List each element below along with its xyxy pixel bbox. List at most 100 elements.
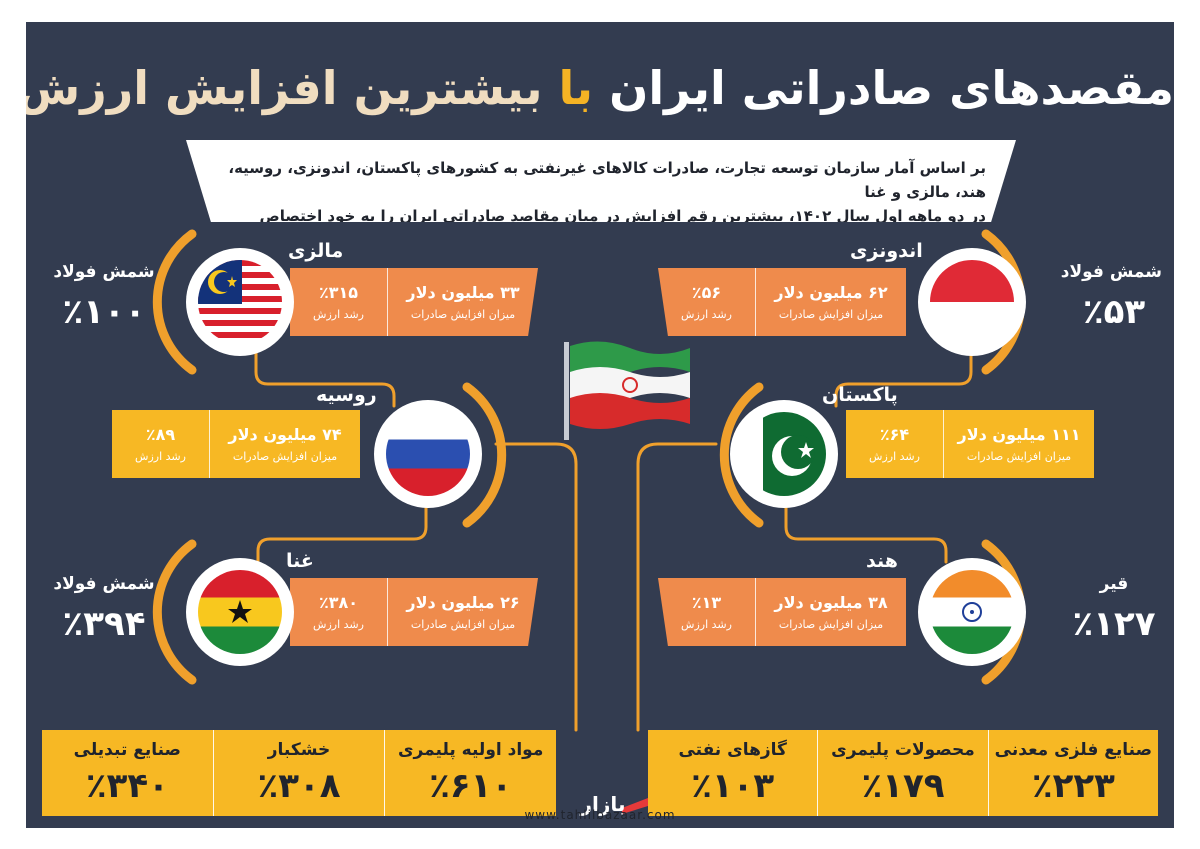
- category-value: ٪۳۰۸: [257, 766, 341, 806]
- ghana-flag-icon: [198, 570, 282, 654]
- category-cell: خشکبار ٪۳۰۸: [214, 730, 386, 816]
- category-name: گازهای نفتی: [678, 740, 787, 760]
- russia-flag-icon: [386, 412, 470, 496]
- country-name-india: هند: [866, 550, 898, 572]
- category-name: خشکبار: [267, 740, 331, 760]
- product-ghana: شمش فولاد ٪۳۹۴: [44, 574, 164, 644]
- card-pakistan: ۱۱۱ میلیون دلار میزان افزایش صادرات ٪۶۴ …: [846, 410, 1094, 478]
- india-chakra-icon: [962, 602, 982, 622]
- connector-pakistan-stem: [636, 442, 718, 732]
- flag-circle-pakistan: [730, 400, 838, 508]
- growth-label: رشد ارزش: [869, 450, 920, 463]
- export-value: ۷۴ میلیون دلار: [228, 425, 342, 444]
- india-flag-icon: [930, 570, 1014, 654]
- title-part-3: بیشترین افزایش ارزش: [26, 61, 543, 115]
- category-cell: محصولات پلیمری ٪۱۷۹: [818, 730, 989, 816]
- export-label: میزان افزایش صادرات: [410, 618, 516, 631]
- flag-circle-russia: [374, 400, 482, 508]
- product-growth: ٪۱۰۰: [62, 292, 146, 332]
- connector-russia-stem: [494, 442, 578, 732]
- growth-label: رشد ارزش: [313, 618, 364, 631]
- growth-cell: ٪۳۱۵ رشد ارزش: [290, 268, 388, 336]
- category-cell: صنایع تبدیلی ٪۳۴۰: [42, 730, 214, 816]
- growth-cell: ٪۳۸۰ رشد ارزش: [290, 578, 388, 646]
- product-name: شمش فولاد: [1060, 262, 1162, 282]
- intro-box: بر اساس آمار سازمان توسعه تجارت، صادرات …: [186, 140, 1016, 222]
- flag-circle-india: [918, 558, 1026, 666]
- growth-cell: ٪۸۹ رشد ارزش: [112, 410, 210, 478]
- category-value: ٪۱۷۹: [861, 766, 945, 806]
- arc-ghana: [152, 539, 197, 685]
- ghana-star-icon: [228, 600, 252, 623]
- category-name: صنایع تبدیلی: [73, 740, 181, 760]
- export-value: ۶۲ میلیون دلار: [774, 283, 888, 302]
- export-cell: ۷۴ میلیون دلار میزان افزایش صادرات: [210, 410, 360, 478]
- country-name-indonesia: اندونزی: [850, 240, 923, 262]
- export-cell: ۲۶ میلیون دلار میزان افزایش صادرات: [388, 578, 538, 646]
- arc-pakistan: [719, 382, 764, 528]
- category-value: ٪۱۰۳: [691, 766, 775, 806]
- product-growth: ٪۵۳: [1082, 292, 1146, 332]
- brand-mark-icon: [622, 798, 648, 814]
- iran-flag-icon: [564, 341, 690, 440]
- card-india: ۳۸ میلیون دلار میزان افزایش صادرات ٪۱۳ ر…: [658, 578, 906, 646]
- product-malaysia: شمش فولاد ٪۱۰۰: [44, 262, 164, 332]
- category-cell: صنایع فلزی معدنی ٪۲۲۳: [989, 730, 1158, 816]
- flag-circle-ghana: [186, 558, 294, 666]
- country-name-ghana: غنا: [286, 550, 314, 572]
- category-name: صنایع فلزی معدنی: [994, 740, 1153, 760]
- growth-value: ٪۳۸۰: [318, 593, 359, 612]
- product-indonesia: شمش فولاد ٪۵۳: [1060, 262, 1162, 332]
- malaysia-crescent-icon: [208, 270, 237, 294]
- categories-right-panel: صنایع فلزی معدنی ٪۲۲۳ محصولات پلیمری ٪۱۷…: [648, 730, 1158, 816]
- export-cell: ۳۸ میلیون دلار میزان افزایش صادرات: [756, 578, 906, 646]
- country-name-pakistan: پاکستان: [822, 384, 898, 406]
- category-cell: گازهای نفتی ٪۱۰۳: [648, 730, 819, 816]
- connector-russia-ghana: [256, 482, 428, 564]
- growth-label: رشد ارزش: [681, 308, 732, 321]
- growth-label: رشد ارزش: [681, 618, 732, 631]
- growth-label: رشد ارزش: [313, 308, 364, 321]
- brand-logo: بازار: [580, 792, 626, 816]
- malaysia-flag-icon: [198, 260, 282, 344]
- growth-value: ٪۳۱۵: [318, 283, 359, 302]
- export-label: میزان افزایش صادرات: [966, 450, 1072, 463]
- growth-value: ٪۶۴: [879, 425, 910, 444]
- connector-malaysia-russia: [254, 350, 396, 408]
- site-url: www.tahlilbazaar.com: [524, 808, 676, 822]
- country-name-russia: روسیه: [316, 384, 377, 406]
- growth-cell: ٪۱۳ رشد ارزش: [658, 578, 756, 646]
- product-name: شمش فولاد: [53, 262, 155, 282]
- page-title: مقصدهای صادراتی ایران با بیشترین افزایش …: [26, 58, 1174, 118]
- category-name: مواد اولیه پلیمری: [397, 740, 544, 760]
- flag-circle-indonesia: [918, 248, 1026, 356]
- growth-cell: ٪۶۴ رشد ارزش: [846, 410, 944, 478]
- export-value: ۲۶ میلیون دلار: [406, 593, 520, 612]
- categories-left-panel: مواد اولیه پلیمری ٪۶۱۰ خشکبار ٪۳۰۸ صنایع…: [42, 730, 556, 816]
- export-label: میزان افزایش صادرات: [232, 450, 338, 463]
- intro-line-1: بر اساس آمار سازمان توسعه تجارت، صادرات …: [228, 159, 986, 201]
- connector-pakistan-india: [784, 482, 948, 564]
- intro-line-2: در دو ماهه اول سال ۱۴۰۲، بیشترین رقم افز…: [259, 207, 986, 249]
- card-indonesia: ۶۲ میلیون دلار میزان افزایش صادرات ٪۵۶ ر…: [658, 268, 906, 336]
- export-value: ۳۸ میلیون دلار: [774, 593, 888, 612]
- category-value: ٪۲۲۳: [1031, 766, 1115, 806]
- category-cell: مواد اولیه پلیمری ٪۶۱۰: [385, 730, 556, 816]
- growth-cell: ٪۵۶ رشد ارزش: [658, 268, 756, 336]
- card-ghana: ۲۶ میلیون دلار میزان افزایش صادرات ٪۳۸۰ …: [290, 578, 538, 646]
- country-name-malaysia: مالزی: [288, 240, 344, 262]
- growth-value: ٪۸۹: [145, 425, 176, 444]
- growth-label: رشد ارزش: [135, 450, 186, 463]
- product-india: قیر ٪۱۲۷: [1066, 574, 1162, 644]
- connector-indonesia-pakistan: [834, 350, 973, 408]
- export-cell: ۳۳ میلیون دلار میزان افزایش صادرات: [388, 268, 538, 336]
- product-growth: ٪۳۹۴: [62, 604, 146, 644]
- category-value: ٪۶۱۰: [429, 766, 513, 806]
- pakistan-crescent-icon: [772, 435, 815, 476]
- card-malaysia: ۳۳ میلیون دلار میزان افزایش صادرات ٪۳۱۵ …: [290, 268, 538, 336]
- product-name: شمش فولاد: [53, 574, 155, 594]
- card-russia: ۷۴ میلیون دلار میزان افزایش صادرات ٪۸۹ ر…: [112, 410, 360, 478]
- product-name: قیر: [1099, 574, 1129, 594]
- growth-value: ٪۵۶: [691, 283, 722, 302]
- export-cell: ۱۱۱ میلیون دلار میزان افزایش صادرات: [944, 410, 1094, 478]
